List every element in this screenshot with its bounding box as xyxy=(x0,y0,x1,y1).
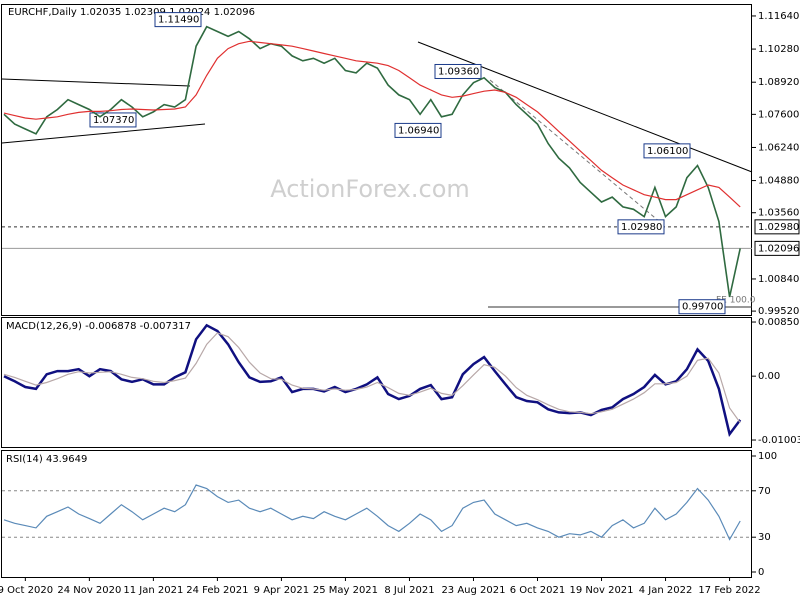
annotation-box xyxy=(394,122,442,138)
price-label-box xyxy=(754,240,800,256)
annotation-box xyxy=(434,63,482,79)
price-panel xyxy=(1,4,752,316)
x-tick-label: 24 Feb 2021 xyxy=(186,585,248,596)
chart-title: EURCHF,Daily 1.02035 1.02309 1.02024 1.0… xyxy=(8,7,255,18)
trendline xyxy=(417,41,753,173)
y-tick-label: 1.00840 xyxy=(758,274,799,285)
x-tick-label: 4 Jan 2022 xyxy=(639,585,693,596)
x-tick-label: 19 Nov 2021 xyxy=(569,585,633,596)
trendline xyxy=(1,78,191,87)
x-tick-label: 23 Aug 2021 xyxy=(441,585,505,596)
macd-panel xyxy=(1,317,752,448)
y-tick-label: 1.07600 xyxy=(758,109,799,120)
price-label-box xyxy=(754,219,800,235)
annotation-box xyxy=(617,219,665,235)
price-label: 1.02980 xyxy=(758,222,799,233)
annotation-label: 1.11490 xyxy=(158,15,199,26)
macd-title: MACD(12,26,9) -0.006878 -0.007317 xyxy=(6,321,191,332)
y-tick-label: 0.99520 xyxy=(758,306,799,317)
y-tick-label: 1.11640 xyxy=(758,11,799,22)
series-line xyxy=(3,323,742,437)
series-line xyxy=(3,484,741,541)
series-line xyxy=(3,40,741,208)
y-tick-label: 0.00 xyxy=(758,371,780,382)
y-tick-label: 1.06240 xyxy=(758,142,799,153)
x-tick-label: 6 Oct 2021 xyxy=(510,585,565,596)
price-label: 1.02096 xyxy=(758,243,799,254)
rsi-panel xyxy=(1,450,752,578)
annotation-label: 1.07370 xyxy=(93,115,134,126)
x-tick-label: 9 Apr 2021 xyxy=(254,585,309,596)
annotation-label: 1.02980 xyxy=(621,222,662,233)
y-tick-label: 1.04880 xyxy=(758,176,799,187)
annotation-label: 1.09360 xyxy=(438,66,479,77)
series-line xyxy=(3,332,741,424)
annotation-label: 1.06100 xyxy=(647,146,688,157)
x-tick-label: 24 Nov 2020 xyxy=(57,585,121,596)
rsi-title: RSI(14) 43.9649 xyxy=(6,454,87,465)
y-tick-label: 100 xyxy=(758,451,777,462)
y-tick-label: 1.08920 xyxy=(758,77,799,88)
y-tick-label: 70 xyxy=(758,486,771,497)
x-tick-label: 17 Feb 2022 xyxy=(698,585,760,596)
y-tick-label: 0 xyxy=(758,567,764,578)
y-tick-label: 1.10280 xyxy=(758,44,799,55)
y-tick-label: -0.010034 xyxy=(758,435,800,446)
annotation-box xyxy=(678,299,726,315)
trendline xyxy=(1,123,206,144)
series-line xyxy=(3,25,741,298)
fe-label: FE 100.0 xyxy=(716,296,756,306)
annotation-label: 0.99700 xyxy=(682,302,723,313)
x-tick-label: 11 Jan 2021 xyxy=(123,585,183,596)
x-tick-label: 25 May 2021 xyxy=(313,585,378,596)
x-tick-label: 8 Jul 2021 xyxy=(384,585,434,596)
annotation-label: 1.06940 xyxy=(398,125,439,136)
x-tick-label: 9 Oct 2020 xyxy=(0,585,53,596)
annotation-box xyxy=(643,143,691,159)
watermark: ActionForex.com xyxy=(270,175,470,203)
y-tick-label: 0.008507 xyxy=(758,317,800,328)
projection-line xyxy=(489,79,661,223)
y-tick-label: 1.03560 xyxy=(758,208,799,219)
y-tick-label: 30 xyxy=(758,532,771,543)
annotation-box xyxy=(154,12,202,28)
